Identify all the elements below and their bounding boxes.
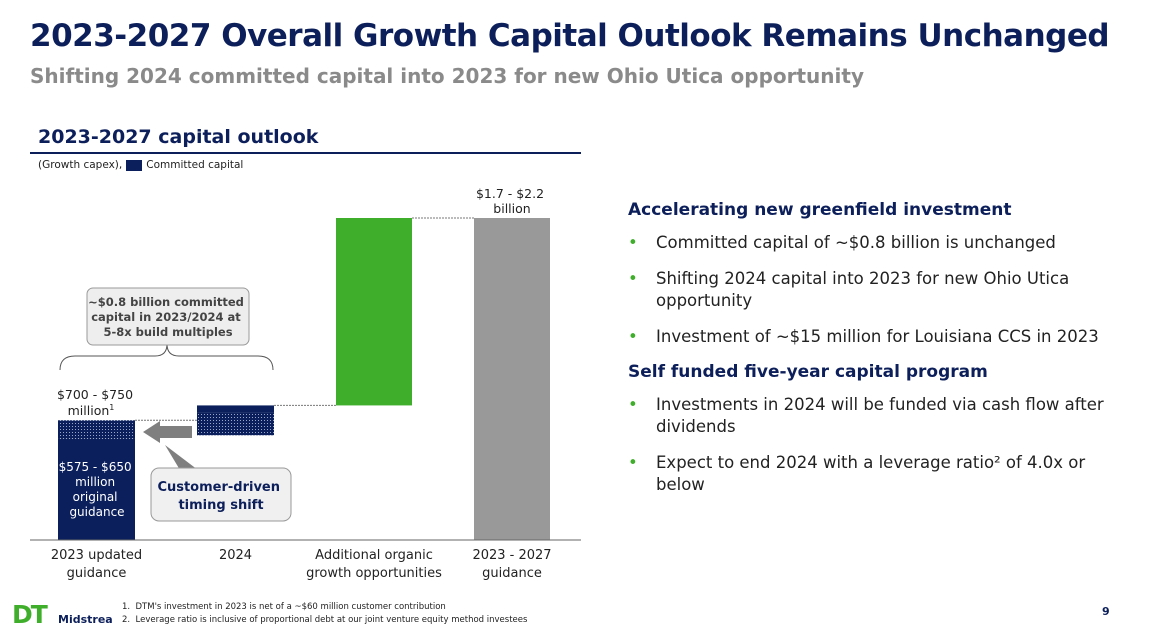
page-subtitle: Shifting 2024 committed capital into 202… xyxy=(30,64,864,88)
bullet-icon: • xyxy=(628,327,638,346)
x-tick-label: Additional organic growth opportunities xyxy=(306,548,442,581)
bullet-icon: • xyxy=(628,453,638,472)
shift-callout-box xyxy=(150,467,292,522)
bullet-text: Expect to end 2024 with a leverage ratio… xyxy=(656,453,1086,494)
page-title: 2023-2027 Overall Growth Capital Outlook… xyxy=(30,18,1110,54)
chart-title-rule xyxy=(30,152,581,154)
unit-note: (Growth capex), xyxy=(38,159,123,171)
chart-legend: (Growth capex), Committed capital xyxy=(38,159,243,171)
bar1-total-label: $700 - $750 million1 xyxy=(57,387,137,418)
footnotes: 1. DTM's investment in 2023 is net of a … xyxy=(122,601,527,627)
bullet-icon: • xyxy=(628,269,638,288)
brace xyxy=(59,343,274,371)
x-tick-label: 2023 updated guidance xyxy=(51,548,142,581)
bar4-total-label: $1.7 - $2.2 billion xyxy=(476,186,548,216)
x-tick-label: 2024 xyxy=(219,548,252,563)
bar-additional xyxy=(336,218,412,406)
waterfall-chart: ~$0.8 billion committed capital in 2023/… xyxy=(30,186,581,581)
bullet-icon: • xyxy=(628,233,638,252)
bullet-text: Investments in 2024 will be funded via c… xyxy=(656,395,1104,436)
bar-2023-shifted xyxy=(58,420,135,439)
section-heading: Accelerating new greenfield investment xyxy=(628,200,1012,220)
shift-arrow-icon xyxy=(143,421,192,443)
bullet-item: • Shifting 2024 capital into 2023 for new… xyxy=(628,268,1108,312)
bullet-item: • Investment of ~$15 million for Louisian… xyxy=(628,326,1108,348)
bar-total xyxy=(474,218,550,540)
dt-midstream-logo: DT Midstream xyxy=(12,600,124,629)
bullet-text: Committed capital of ~$0.8 billion is un… xyxy=(656,233,1056,252)
section-heading: Self funded five-year capital program xyxy=(628,362,988,382)
bar1-inner-label: $575 - $650 million original guidance xyxy=(59,460,136,519)
bar-2023-original xyxy=(58,438,135,540)
legend-swatch-committed xyxy=(126,159,143,171)
bullet-icon: • xyxy=(628,395,638,414)
brace-callout-box xyxy=(86,287,250,346)
key-points: Accelerating new greenfield investment • C… xyxy=(628,200,1108,510)
footnote-2: 2. Leverage ratio is inclusive of propor… xyxy=(122,615,528,625)
svg-text:Midstream: Midstream xyxy=(58,613,112,625)
bullet-item: • Investments in 2024 will be funded via … xyxy=(628,394,1108,438)
callout-pointer xyxy=(165,445,198,470)
bar-2024-shifted xyxy=(197,412,274,436)
svg-text:DT: DT xyxy=(12,601,48,625)
legend-label-committed: Committed capital xyxy=(146,159,244,171)
bullet-text: Shifting 2024 capital into 2023 for new … xyxy=(656,269,1070,310)
page-number: 9 xyxy=(1102,605,1110,618)
shift-callout: Customer-driven timing shift xyxy=(157,480,284,513)
bullet-item: • Expect to end 2024 with a leverage rati… xyxy=(628,452,1108,496)
bullet-text: Investment of ~$15 million for Louisiana… xyxy=(656,327,1099,346)
x-tick-label: 2023 - 2027 guidance xyxy=(472,548,551,581)
chart-title: 2023-2027 capital outlook xyxy=(38,126,319,148)
bullet-item: • Committed capital of ~$0.8 billion is u… xyxy=(628,232,1108,254)
brace-callout: ~$0.8 billion committed capital in 2023/… xyxy=(88,295,248,339)
footnote-1: 1. DTM's investment in 2023 is net of a … xyxy=(122,602,446,612)
bar-2024 xyxy=(197,405,274,413)
